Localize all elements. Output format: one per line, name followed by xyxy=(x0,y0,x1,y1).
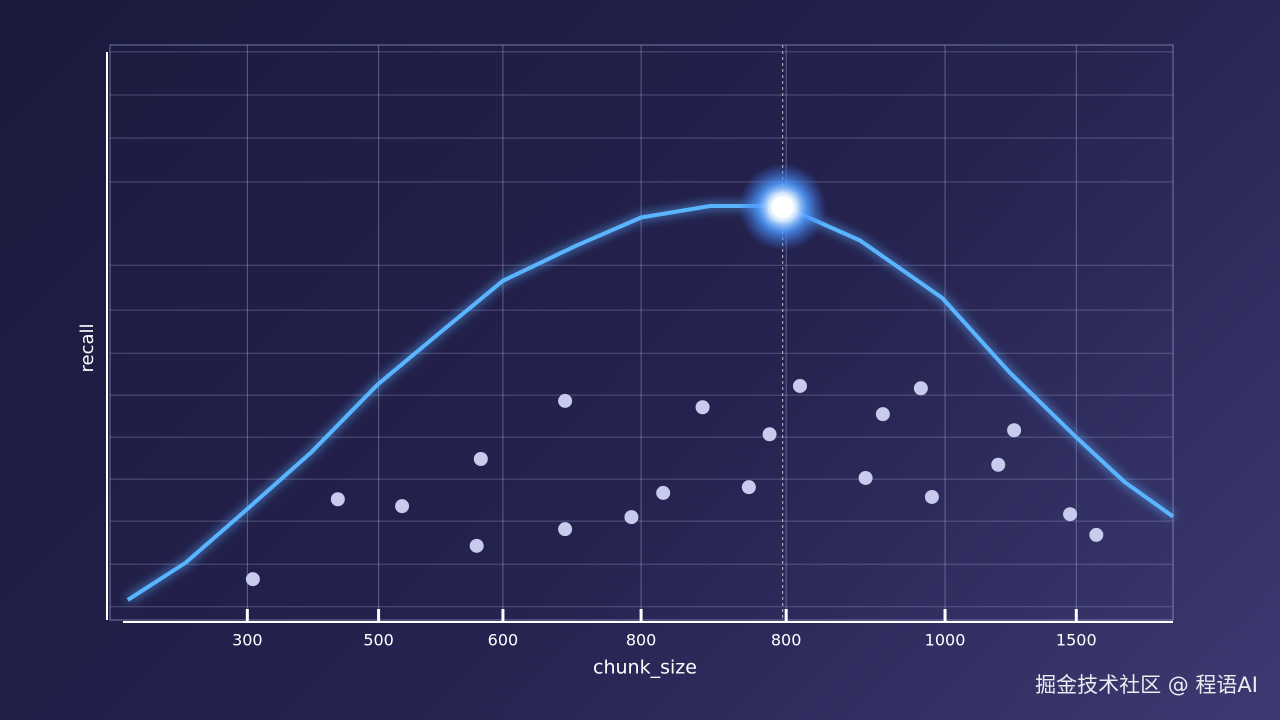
scatter-point xyxy=(395,499,410,514)
x-axis-label: chunk_size xyxy=(593,657,697,679)
x-tick-label: 500 xyxy=(363,631,394,650)
watermark: 掘金技术社区 @ 程语AI xyxy=(1035,673,1258,697)
scatter-point xyxy=(762,427,777,442)
x-tick-label: 300 xyxy=(232,631,263,650)
highlight-point xyxy=(771,196,794,219)
x-tick-label: 800 xyxy=(771,631,802,650)
scatter-point xyxy=(991,457,1006,472)
y-axis-label: recall xyxy=(77,323,98,372)
scatter-point xyxy=(473,452,488,466)
scatter-point xyxy=(858,470,873,485)
scatter-point xyxy=(1007,423,1022,438)
scatter-point xyxy=(624,510,639,525)
x-tick-label: 1000 xyxy=(925,631,966,650)
scatter-point xyxy=(875,407,890,422)
scatter-point xyxy=(469,538,484,553)
scatter-point xyxy=(330,492,345,507)
x-tick-label: 800 xyxy=(626,631,657,650)
scatter-point xyxy=(792,378,807,393)
scatter-point xyxy=(245,572,260,587)
x-tick-label: 1500 xyxy=(1056,631,1097,650)
scatter-point xyxy=(1063,507,1078,522)
scatter-point xyxy=(741,480,756,495)
scatter-point xyxy=(695,400,710,415)
scatter-point xyxy=(558,522,573,537)
scatter-point xyxy=(558,393,573,408)
scatter-point xyxy=(913,381,928,396)
x-tick-label: 600 xyxy=(488,631,519,650)
curve xyxy=(126,204,1175,602)
scatter-point xyxy=(656,485,671,500)
scatter-point xyxy=(924,489,939,504)
scatter-point xyxy=(1089,527,1104,542)
